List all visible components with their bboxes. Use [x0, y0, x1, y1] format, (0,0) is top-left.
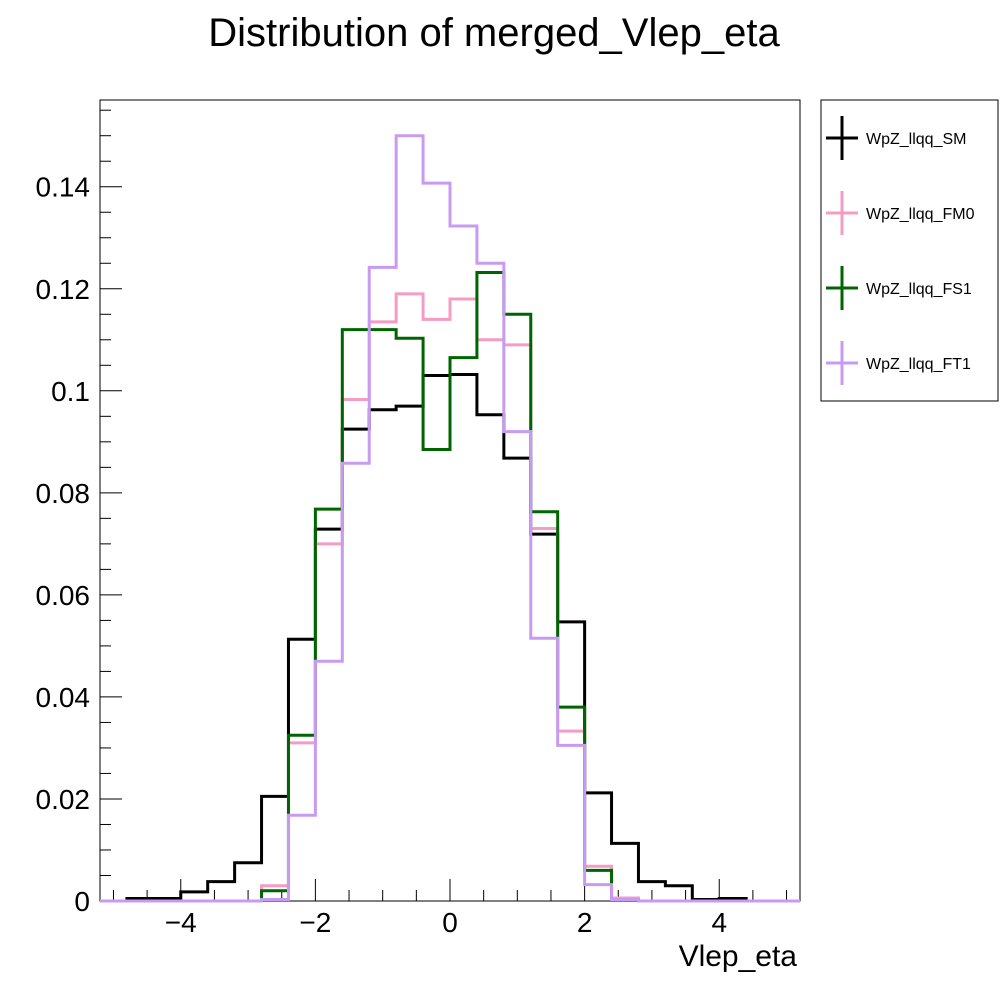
y-tick-label: 0	[74, 886, 90, 917]
y-tick-label: 0.06	[36, 580, 91, 611]
legend-entry: WpZ_llqq_FT1	[826, 341, 971, 385]
legend-entries: WpZ_llqq_SM WpZ_llqq_FM0 WpZ_llqq_FS1 WpZ_l…	[826, 116, 975, 385]
legend-label: WpZ_llqq_FT1	[866, 356, 971, 373]
x-axis-label: Vlep_eta	[679, 940, 798, 973]
series-layer	[100, 134, 800, 903]
y-tick-label: 0.04	[36, 682, 91, 713]
x-tick-label: 0	[442, 907, 458, 938]
legend-label: WpZ_llqq_FM0	[866, 206, 975, 223]
x-tick-label: −4	[165, 907, 197, 938]
series-line-WpZ_llqq_FS1	[100, 270, 800, 903]
y-tick-label: 0.02	[36, 784, 91, 815]
y-tick-label: 0.08	[36, 478, 91, 509]
series-line-WpZ_llqq_SM	[100, 372, 800, 903]
x-tick-label: −2	[299, 907, 331, 938]
y-tick-label: 0.12	[36, 274, 91, 305]
chart-title: Distribution of merged_Vlep_eta	[208, 11, 780, 55]
legend-label: WpZ_llqq_FS1	[866, 281, 972, 298]
y-tick-label: 0.14	[36, 172, 91, 203]
legend-label: WpZ_llqq_SM	[866, 131, 966, 148]
x-tick-label: 2	[577, 907, 593, 938]
x-axis-ticks: −4 −2 0 2 4	[112, 879, 788, 938]
legend-entry: WpZ_llqq_FM0	[826, 191, 975, 235]
x-tick-label: 4	[711, 907, 727, 938]
legend-entry: WpZ_llqq_FS1	[826, 266, 972, 310]
legend-entry: WpZ_llqq_SM	[826, 116, 966, 160]
y-axis-ticks: 0 0.02 0.04 0.06 0.08 0.1 0.12 0.14	[36, 109, 122, 917]
series-line-WpZ_llqq_FT1	[100, 134, 800, 903]
legend-box	[820, 99, 999, 402]
legend: WpZ_llqq_SM WpZ_llqq_FM0 WpZ_llqq_FS1 WpZ_l…	[820, 99, 999, 402]
y-tick-label: 0.1	[51, 376, 90, 407]
